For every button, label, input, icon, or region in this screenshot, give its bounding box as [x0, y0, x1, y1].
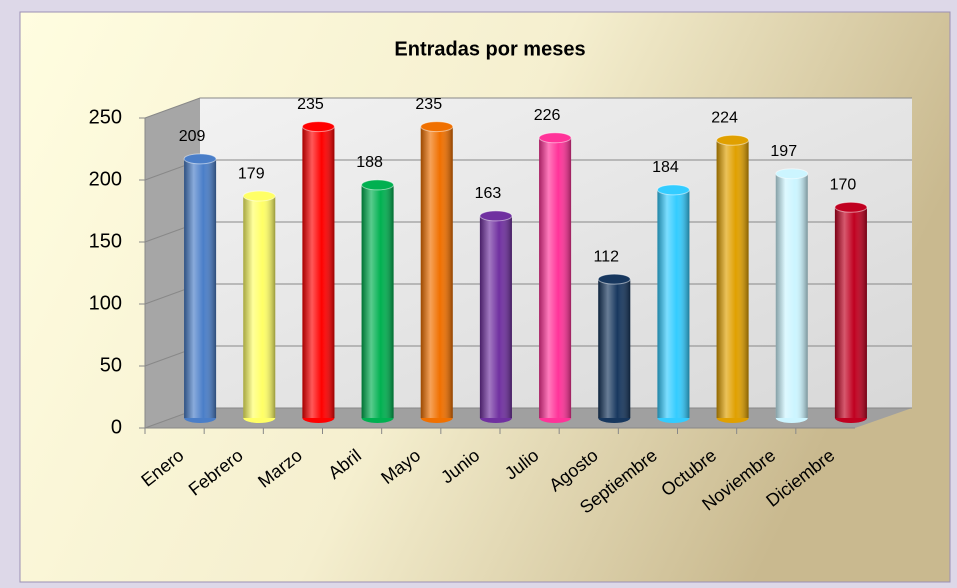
y-tick-label: 250: [89, 106, 122, 128]
y-tick-label: 100: [89, 292, 122, 314]
bar-top: [597, 273, 631, 285]
value-label: 179: [238, 165, 265, 182]
value-label: 170: [830, 176, 857, 193]
bar-top: [775, 168, 809, 180]
y-tick-label: 50: [100, 354, 122, 376]
value-label: 224: [711, 109, 738, 126]
value-label: 197: [770, 143, 797, 160]
bar-shade: [302, 126, 335, 418]
bar-top: [479, 210, 513, 222]
bar-top: [716, 134, 750, 146]
bar-top: [656, 184, 690, 196]
grid-line: [144, 97, 912, 119]
bar-shade: [775, 173, 808, 418]
value-label: 235: [297, 96, 324, 113]
bar-shade: [420, 126, 453, 418]
bar-shade: [834, 207, 867, 418]
y-tick-label: 150: [89, 230, 122, 252]
bar-shade: [184, 158, 217, 418]
bar-shade: [657, 189, 690, 418]
value-label: 184: [652, 159, 679, 176]
value-label: 163: [475, 185, 502, 202]
bar-top: [361, 179, 395, 191]
value-label: 209: [179, 128, 206, 145]
bar-shade: [361, 184, 394, 418]
bar-shade: [716, 140, 749, 419]
bar-top: [242, 190, 276, 202]
bar-top: [420, 121, 454, 133]
bar-top: [301, 121, 335, 133]
bar-shade: [539, 137, 572, 418]
bar-shade: [598, 279, 631, 418]
value-label: 188: [356, 154, 383, 171]
value-label: 226: [534, 107, 561, 124]
y-tick-label: 200: [89, 168, 122, 190]
value-label: 235: [415, 96, 442, 113]
bar-top: [538, 132, 572, 144]
value-label: 112: [593, 248, 619, 265]
bar-shade: [243, 196, 276, 418]
y-tick-label: 0: [111, 416, 122, 438]
bar-shade: [479, 215, 512, 418]
chart-title: Entradas por meses: [394, 38, 585, 60]
bar-top: [183, 153, 217, 165]
bar-top: [834, 201, 868, 213]
